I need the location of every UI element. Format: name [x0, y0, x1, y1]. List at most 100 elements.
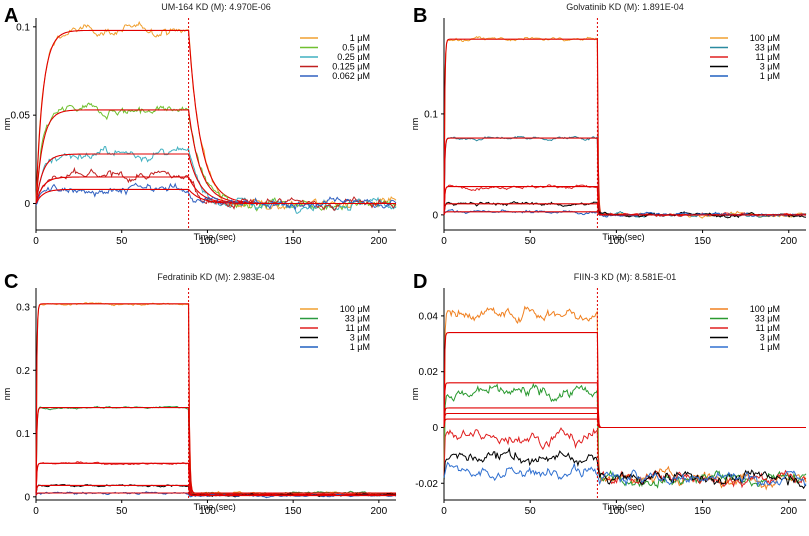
x-axis-label: Time (sec): [194, 502, 236, 512]
legend-entry: 33 μM: [345, 314, 370, 324]
x-tick-label: 100: [199, 506, 216, 517]
x-tick-label: 50: [525, 506, 537, 517]
x-tick-label: 50: [525, 236, 537, 247]
y-tick-label: 0: [432, 423, 438, 434]
x-tick-label: 100: [608, 236, 625, 247]
legend-entry: 100 μM: [340, 304, 370, 314]
y-tick-label: 0.02: [419, 367, 439, 378]
x-tick-label: 200: [371, 506, 388, 517]
y-tick-label: 0.1: [424, 109, 438, 120]
fit-curve-3: [35, 153, 396, 205]
chart-title: Golvatinib KD (M): 1.891E-04: [566, 2, 684, 12]
y-tick-label: 0.2: [16, 366, 30, 377]
data-trace-5: [443, 461, 807, 488]
panel-a: A UM-164 KD (M): 4.970E-06 0 0.05 0.1 0 50 100 1…: [2, 2, 397, 247]
fit-curve-5: [443, 418, 806, 429]
legend-entry: 11 μM: [755, 52, 780, 62]
y-tick-label: 0.04: [419, 311, 439, 322]
legend-entry: 3 μM: [760, 333, 780, 343]
legend-entry: 1 μM: [760, 342, 780, 352]
data-trace-3: [443, 427, 807, 489]
x-tick-label: 200: [371, 236, 388, 247]
fit-curve-4: [443, 412, 806, 429]
y-axis-label: nm: [410, 118, 420, 131]
x-tick-label: 100: [199, 236, 216, 247]
data-trace-4: [35, 166, 397, 211]
y-tick-label: 0: [24, 199, 30, 210]
fit-curve-3: [35, 462, 396, 495]
y-tick-label: 0.1: [16, 22, 30, 33]
x-tick-label: 0: [441, 506, 447, 517]
y-tick-label: 0.1: [16, 429, 30, 440]
chart-title: FIIN-3 KD (M): 8.581E-01: [574, 272, 677, 282]
panel-letter: D: [413, 271, 427, 293]
fit-curve-3: [443, 186, 806, 216]
y-axis-label: nm: [2, 388, 12, 401]
fit-curve-5: [443, 211, 806, 216]
x-tick-label: 100: [608, 506, 625, 517]
fit-curve-3: [443, 407, 806, 429]
x-axis-label: Time (sec): [602, 232, 644, 242]
panel-letter: A: [4, 5, 18, 27]
legend-entry: 0.062 μM: [332, 71, 370, 81]
legend-entry: 0.5 μM: [342, 43, 370, 53]
legend-entry: 0.125 μM: [332, 62, 370, 72]
y-axis-label: nm: [2, 118, 12, 131]
legend-entry: 1 μM: [350, 342, 370, 352]
legend-entry: 0.25 μM: [337, 52, 370, 62]
x-tick-label: 50: [116, 506, 128, 517]
y-tick-label: 0: [24, 492, 30, 503]
x-tick-label: 150: [285, 236, 302, 247]
chart-title: Fedratinib KD (M): 2.983E-04: [157, 272, 275, 282]
y-tick-label: 0: [432, 210, 438, 221]
data-trace-2: [35, 102, 397, 212]
legend-entry: 1 μM: [350, 33, 370, 43]
x-tick-label: 0: [33, 506, 39, 517]
fit-curve-4: [35, 176, 396, 205]
legend-entry: 100 μM: [750, 304, 780, 314]
fit-curve-5: [35, 492, 396, 497]
legend-entry: 33 μM: [755, 314, 780, 324]
x-tick-label: 200: [780, 506, 797, 517]
data-trace-1: [443, 36, 807, 219]
legend-entry: 3 μM: [350, 333, 370, 343]
panel-letter: B: [413, 5, 427, 27]
x-tick-label: 0: [33, 236, 39, 247]
data-trace-2: [35, 405, 397, 496]
legend-entry: 100 μM: [750, 33, 780, 43]
x-tick-label: 200: [780, 236, 797, 247]
panel-b: B Golvatinib KD (M): 1.891E-04 0 0.1 0 50 100 1…: [410, 2, 807, 247]
fit-curve-5: [35, 188, 396, 205]
legend-entry: 1 μM: [760, 71, 780, 81]
data-trace-2: [443, 135, 807, 218]
chart-title: UM-164 KD (M): 4.970E-06: [161, 2, 271, 12]
data-trace-2: [443, 382, 807, 489]
y-tick-label: 0.3: [16, 302, 30, 313]
x-tick-label: 150: [285, 506, 302, 517]
fit-curve-2: [35, 407, 396, 494]
data-trace-3: [35, 461, 397, 497]
data-trace-4: [443, 446, 807, 490]
y-tick-label: -0.02: [415, 479, 438, 490]
data-trace-1: [35, 302, 397, 496]
panel-letter: C: [4, 271, 18, 293]
data-trace-1: [443, 305, 807, 491]
y-axis-label: nm: [410, 388, 420, 401]
legend-entry: 11 μM: [755, 323, 780, 333]
y-tick-label: 0.05: [11, 111, 31, 122]
fit-curve-1: [443, 38, 806, 216]
x-tick-label: 150: [694, 236, 711, 247]
x-axis-label: Time (sec): [194, 232, 236, 242]
x-axis-label: Time (sec): [602, 502, 644, 512]
panel-d: D FIIN-3 KD (M): 8.581E-01 -0.02 0 0.02 0.04 0…: [410, 271, 807, 517]
fit-curve-1: [35, 303, 396, 494]
x-tick-label: 50: [116, 236, 128, 247]
legend-entry: 11 μM: [345, 323, 370, 333]
data-trace-5: [35, 182, 397, 211]
legend-entry: 3 μM: [760, 62, 780, 72]
panel-c: C Fedratinib KD (M): 2.983E-04 0 0.1 0.2 0.3 0…: [2, 271, 397, 517]
x-tick-label: 150: [694, 506, 711, 517]
x-tick-label: 0: [441, 236, 447, 247]
legend-entry: 33 μM: [755, 43, 780, 53]
